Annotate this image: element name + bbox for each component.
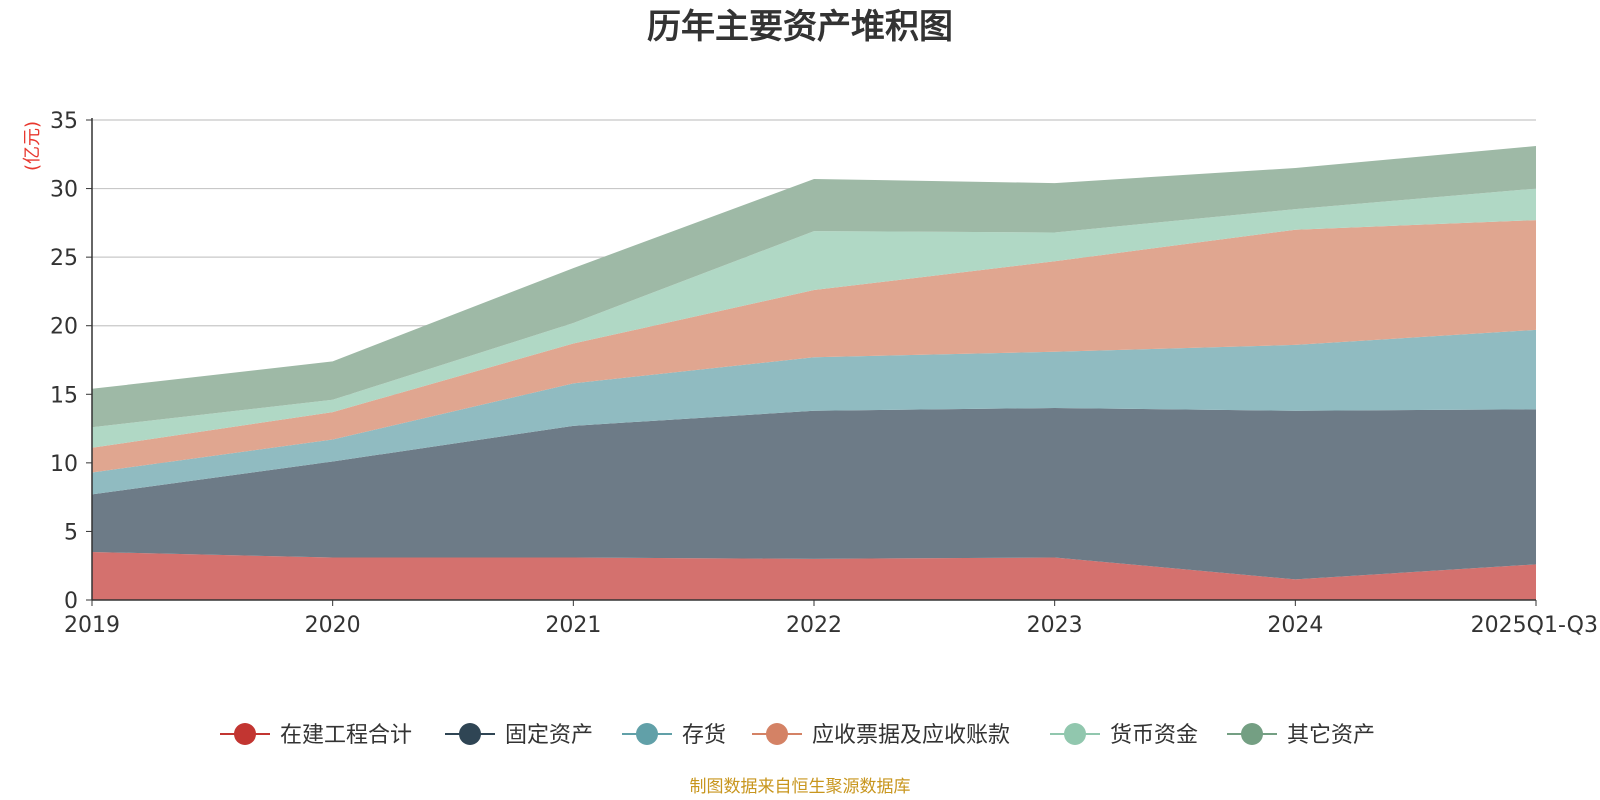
legend-item[interactable]: 其它资产 <box>1227 723 1375 748</box>
y-axis-unit-label: (亿元) <box>22 121 43 171</box>
legend-item[interactable]: 货币资金 <box>1050 723 1198 748</box>
y-tick-label: 30 <box>50 178 78 203</box>
chart-title: 历年主要资产堆积图 <box>647 7 953 47</box>
x-tick-label: 2025Q1-Q3 <box>1471 613 1598 638</box>
legend-label: 货币资金 <box>1110 723 1198 748</box>
x-tick-label: 2020 <box>305 613 361 638</box>
y-tick-label: 25 <box>50 246 78 271</box>
legend-label: 固定资产 <box>505 723 593 748</box>
legend-label: 应收票据及应收账款 <box>812 723 1010 748</box>
legend-marker-icon <box>636 723 658 745</box>
legend-label: 在建工程合计 <box>280 723 412 748</box>
y-tick-label: 10 <box>50 452 78 477</box>
y-tick-label: 0 <box>64 589 78 614</box>
x-tick-label: 2019 <box>64 613 120 638</box>
legend-item[interactable]: 应收票据及应收账款 <box>752 723 1010 748</box>
legend-marker-icon <box>459 723 481 745</box>
legend-marker-icon <box>234 723 256 745</box>
y-tick-label: 35 <box>50 109 78 134</box>
y-tick-label: 20 <box>50 315 78 340</box>
legend-item[interactable]: 存货 <box>622 723 726 748</box>
legend-marker-icon <box>1241 723 1263 745</box>
x-tick-label: 2021 <box>545 613 601 638</box>
legend-label: 其它资产 <box>1287 723 1375 748</box>
x-tick-label: 2024 <box>1267 613 1323 638</box>
source-note: 制图数据来自恒生聚源数据库 <box>690 777 911 797</box>
legend-item[interactable]: 固定资产 <box>445 723 593 748</box>
x-tick-label: 2022 <box>786 613 842 638</box>
y-tick-label: 15 <box>50 383 78 408</box>
legend-marker-icon <box>1064 723 1086 745</box>
stacked-area-chart: 历年主要资产堆积图 (亿元) 0 5 10 15 20 25 30 35 2019 2020 202… <box>0 0 1600 800</box>
legend-label: 存货 <box>682 723 726 748</box>
legend-item[interactable]: 在建工程合计 <box>220 723 412 748</box>
legend-marker-icon <box>766 723 788 745</box>
area-series-group <box>92 146 1536 600</box>
legend[interactable]: 在建工程合计 固定资产 存货 应收票据及应收账款 货币资金 其它资产 <box>220 723 1375 748</box>
y-tick-label: 5 <box>64 520 78 545</box>
x-tick-label: 2023 <box>1027 613 1083 638</box>
